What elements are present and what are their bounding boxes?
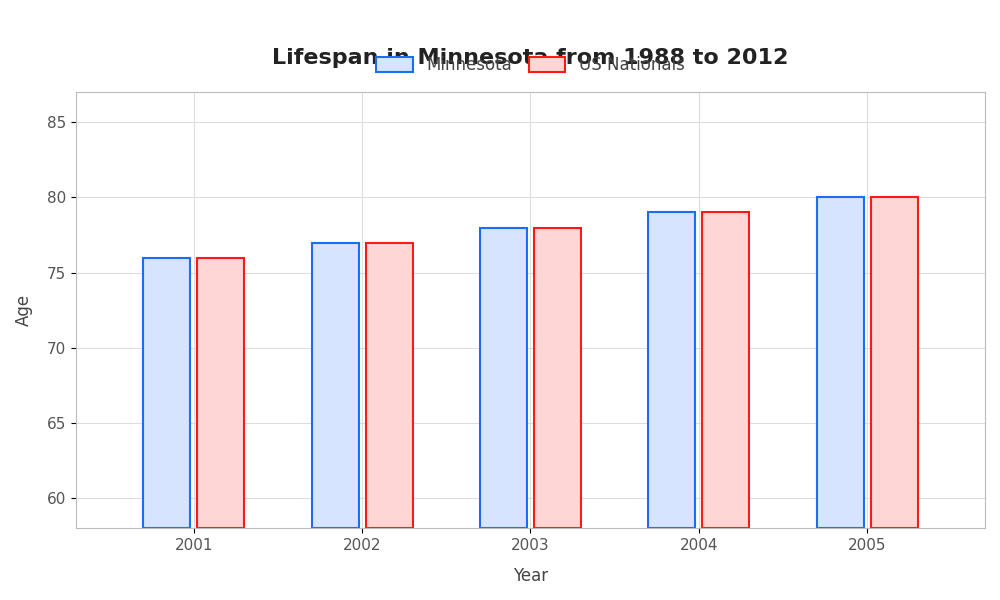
Legend: Minnesota, US Nationals: Minnesota, US Nationals — [368, 48, 693, 83]
Bar — [480, 227, 527, 529]
Bar — [366, 242, 413, 529]
Bar — [312, 242, 359, 529]
Bar — [534, 227, 581, 529]
Bar — [702, 212, 749, 529]
Bar — [143, 257, 190, 529]
Bar — [648, 212, 695, 529]
Title: Lifespan in Minnesota from 1988 to 2012: Lifespan in Minnesota from 1988 to 2012 — [272, 49, 789, 68]
Bar — [817, 197, 864, 529]
X-axis label: Year: Year — [513, 567, 548, 585]
Y-axis label: Age: Age — [15, 294, 33, 326]
Bar — [871, 197, 918, 529]
Bar — [197, 257, 244, 529]
